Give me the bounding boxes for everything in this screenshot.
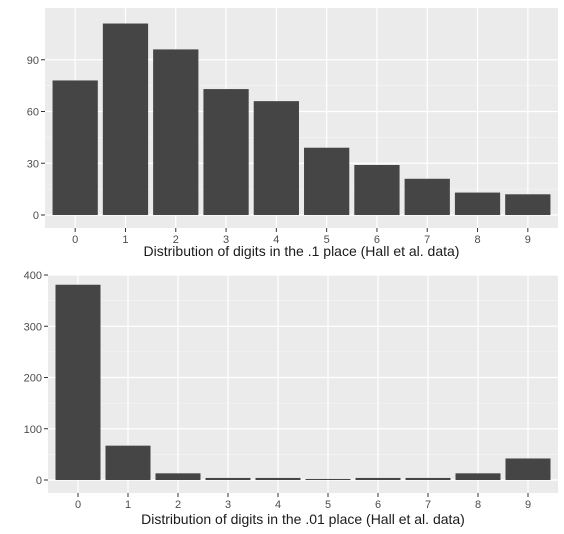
bar-8 [454, 192, 501, 215]
bar-8 [455, 473, 501, 480]
x-tick-label: 3 [223, 234, 229, 246]
y-tick-label: 300 [24, 321, 42, 333]
chart-panel-1: 0 30 60 90 0 1 2 3 4 5 6 7 8 9 Distribution of digits … [27, 8, 558, 259]
bar-5 [304, 147, 350, 215]
bar-1 [102, 23, 149, 216]
y-tick-label: 30 [27, 158, 39, 170]
x-tick-label: 2 [173, 234, 179, 246]
x-tick-label: 9 [525, 499, 531, 511]
bar-6 [354, 164, 400, 215]
bar-0 [52, 80, 98, 215]
x-tick-label: 5 [324, 234, 330, 246]
x-tick-label: 4 [273, 234, 279, 246]
y-tick-label: 0 [36, 475, 42, 487]
y-tick-label: 0 [33, 210, 39, 222]
x-tick-label: 7 [425, 499, 431, 511]
bar-0 [55, 284, 101, 480]
x-axis-title: Distribution of digits in the .1 place (… [144, 243, 460, 259]
bar-1 [105, 445, 151, 480]
bar-4 [253, 101, 299, 215]
bar-9 [505, 194, 551, 215]
y-tick-label: 200 [24, 373, 42, 385]
x-tick-label: 0 [72, 234, 78, 246]
x-tick-label: 0 [75, 499, 81, 511]
x-axis-title: Distribution of digits in the .01 place … [141, 511, 465, 527]
bar-7 [405, 477, 451, 480]
y-tick-label: 90 [27, 55, 39, 67]
x-tick-label: 4 [275, 499, 281, 511]
x-tick-label: 1 [125, 499, 131, 511]
x-tick-label: 6 [374, 234, 380, 246]
bar-6 [355, 477, 401, 480]
x-tick-label: 5 [325, 499, 331, 511]
chart-panel-2: 0 100 200 300 400 0 1 2 3 4 5 6 7 8 9 Distribution of d… [24, 270, 558, 527]
x-tick-label: 3 [225, 499, 231, 511]
y-tick-label: 60 [27, 107, 39, 119]
x-tick-label: 8 [475, 499, 481, 511]
bar-9 [505, 458, 551, 480]
bar-2 [153, 49, 199, 216]
x-tick-label: 1 [122, 234, 128, 246]
bar-7 [404, 178, 450, 215]
bar-2 [155, 473, 201, 480]
bar-5 [305, 478, 351, 480]
y-tick-label: 400 [24, 270, 42, 282]
bar-3 [205, 477, 251, 480]
bar-3 [203, 89, 249, 215]
x-tick-label: 8 [474, 234, 480, 246]
x-tick-label: 7 [424, 234, 430, 246]
x-tick-label: 6 [375, 499, 381, 511]
x-tick-label: 2 [175, 499, 181, 511]
y-tick-label: 100 [24, 424, 42, 436]
x-tick-label: 9 [525, 234, 531, 246]
bar-4 [255, 477, 301, 480]
